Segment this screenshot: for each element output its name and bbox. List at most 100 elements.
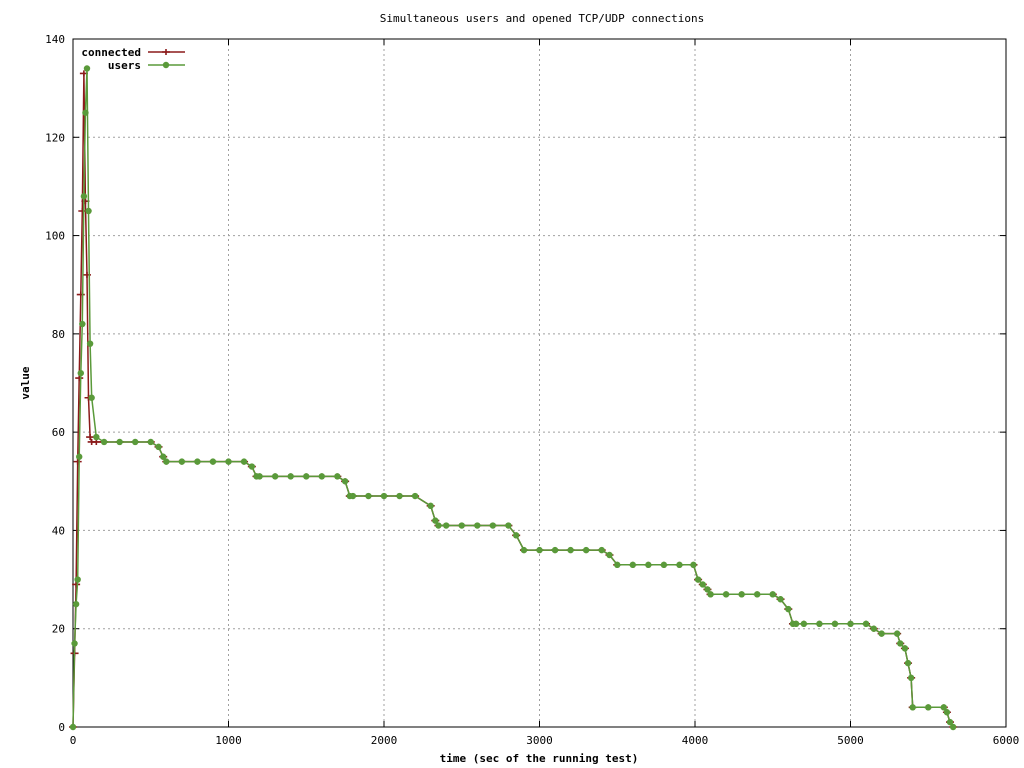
- data-point-users: [349, 492, 357, 500]
- data-point-users: [505, 522, 512, 529]
- y-axis-ticks: 0 20 40 60 80 100 120 140: [45, 33, 1006, 734]
- data-point-users: [334, 473, 341, 480]
- data-point-users: [551, 546, 559, 554]
- data-point-users: [690, 561, 697, 569]
- data-point-users: [722, 591, 730, 598]
- data-point-users: [271, 473, 279, 480]
- data-point-users: [86, 340, 94, 347]
- data-point-connected: [72, 581, 81, 588]
- data-point-users: [878, 630, 885, 637]
- y-axis-label: value: [19, 366, 32, 399]
- data-point-users: [676, 561, 683, 569]
- y-tick-label: 20: [52, 623, 65, 636]
- data-point-users: [777, 596, 784, 603]
- data-point-users: [341, 478, 349, 485]
- data-point-connected: [76, 291, 85, 298]
- data-point-users: [88, 394, 95, 401]
- data-point-users: [512, 532, 520, 539]
- data-point-users: [74, 576, 81, 583]
- x-tick-label: 3000: [526, 734, 553, 747]
- data-point-users: [536, 546, 543, 554]
- data-point-users: [699, 581, 706, 588]
- data-point-users: [287, 473, 294, 480]
- y-tick-label: 0: [58, 721, 65, 734]
- data-point-connected: [78, 208, 87, 214]
- data-point-users: [614, 561, 621, 569]
- data-point-users: [904, 659, 912, 667]
- data-point-users: [435, 522, 442, 529]
- data-point-users: [946, 718, 954, 726]
- data-point-users: [76, 453, 83, 460]
- data-point-users: [943, 709, 951, 716]
- y-tick-label: 80: [52, 328, 65, 341]
- grid-lines: [73, 39, 1006, 727]
- data-point-users: [380, 492, 388, 500]
- x-axis-label: time (sec of the running test): [440, 752, 639, 765]
- x-tick-label: 1000: [215, 734, 242, 747]
- data-point-users: [100, 438, 108, 446]
- chart-title: Simultaneous users and opened TCP/UDP co…: [380, 12, 705, 25]
- data-point-users: [785, 605, 792, 613]
- data-point-users: [707, 591, 714, 598]
- data-point-connected: [75, 375, 84, 382]
- data-point-users: [940, 704, 947, 711]
- data-point-users: [925, 704, 932, 711]
- legend-marker-users: [162, 61, 170, 69]
- data-point-users: [458, 522, 465, 529]
- x-tick-label: 0: [70, 734, 77, 747]
- data-point-users: [72, 600, 80, 608]
- data-point-users: [660, 561, 668, 569]
- data-point-users: [567, 546, 574, 554]
- x-tick-label: 4000: [682, 734, 709, 747]
- data-point-users: [598, 546, 605, 554]
- data-point-users: [489, 522, 497, 529]
- data-point-users: [582, 546, 590, 554]
- data-point-users: [432, 517, 439, 524]
- data-point-users: [847, 620, 854, 627]
- data-point-users: [159, 453, 167, 460]
- series-connected: [69, 70, 958, 730]
- data-point-users: [949, 723, 957, 731]
- data-point-users: [80, 193, 88, 200]
- data-point-users: [901, 645, 909, 652]
- data-point-users: [225, 458, 232, 465]
- legend-label-users: users: [108, 59, 141, 72]
- y-tick-label: 120: [45, 131, 65, 144]
- data-point-users: [116, 438, 123, 446]
- y-tick-label: 40: [52, 524, 65, 537]
- data-point-users: [816, 620, 823, 627]
- data-point-users: [79, 320, 86, 328]
- data-point-users: [694, 576, 702, 583]
- data-point-users: [132, 438, 139, 446]
- data-point-users: [870, 625, 878, 632]
- data-point-users: [396, 492, 403, 500]
- data-point-users: [907, 674, 915, 682]
- data-point-users: [240, 458, 248, 465]
- data-point-users: [194, 458, 201, 465]
- data-point-users: [474, 522, 481, 529]
- data-point-users: [606, 551, 613, 559]
- x-tick-label: 2000: [371, 734, 398, 747]
- data-point-users: [155, 443, 162, 451]
- x-tick-label: 5000: [837, 734, 864, 747]
- data-point-users: [147, 438, 154, 446]
- data-point-users: [893, 630, 901, 637]
- data-point-users: [71, 640, 78, 647]
- data-point-users: [85, 207, 92, 215]
- data-point-users: [256, 473, 263, 480]
- data-point-users: [443, 522, 450, 529]
- series-users: [69, 65, 957, 731]
- data-point-users: [629, 561, 636, 569]
- data-point-users: [862, 620, 870, 627]
- data-point-users: [831, 620, 839, 627]
- data-point-users: [792, 620, 800, 627]
- data-point-users: [769, 591, 776, 598]
- data-point-users: [178, 458, 186, 465]
- x-tick-label: 6000: [993, 734, 1020, 747]
- y-tick-label: 100: [45, 230, 65, 243]
- x-axis-ticks: 0 1000 2000 3000 4000 5000 6000: [70, 39, 1020, 747]
- legend-marker-connected: [162, 49, 170, 55]
- data-point-users: [365, 492, 372, 500]
- legend-label-connected: connected: [81, 46, 141, 59]
